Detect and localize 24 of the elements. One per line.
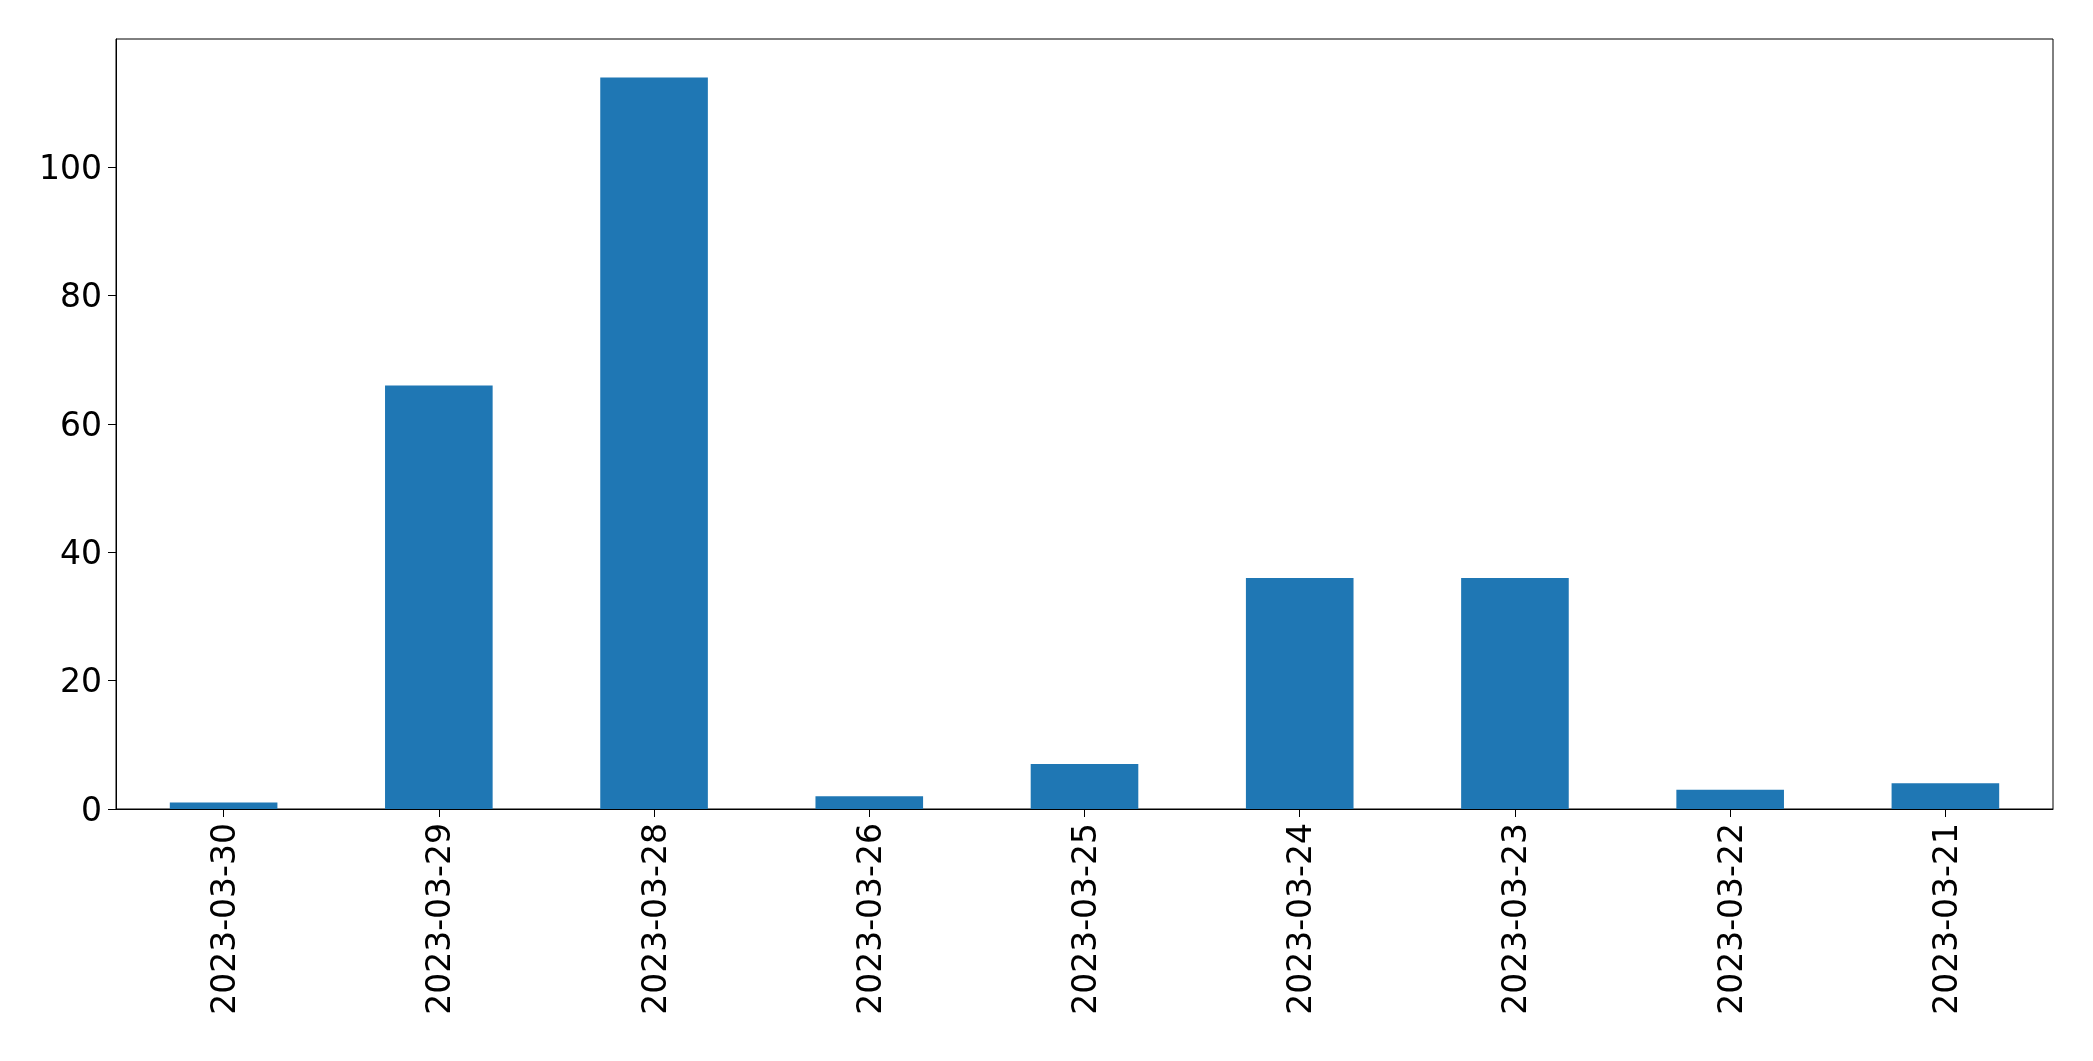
x-tick-label: 2023-03-25 [1065,823,1104,1015]
y-tick-label: 40 [60,532,102,572]
x-tick-label: 2023-03-30 [204,823,244,1015]
bar [1676,789,1784,809]
bar [600,77,708,809]
bar [169,802,278,809]
y-tick-label: 80 [60,276,102,316]
x-tick-label: 2023-03-26 [849,823,889,1015]
bar [1461,578,1569,809]
x-tick-label: 2023-03-28 [634,823,674,1015]
bar [385,385,493,809]
y-tick-label: 60 [60,404,102,444]
x-tick-label: 2023-03-24 [1280,823,1320,1015]
y-tick-label: 20 [60,661,102,701]
x-tick-label: 2023-03-23 [1495,823,1535,1015]
x-tick-label: 2023-03-22 [1710,823,1750,1015]
bar [1030,764,1139,809]
x-tick-label: 2023-03-29 [419,823,459,1015]
bar [1891,783,2000,809]
bar [1245,578,1354,809]
x-tick-label: 2023-03-21 [1925,823,1965,1015]
bar [815,796,924,809]
y-tick-label: 0 [81,789,102,829]
y-tick-label: 100 [39,147,102,187]
